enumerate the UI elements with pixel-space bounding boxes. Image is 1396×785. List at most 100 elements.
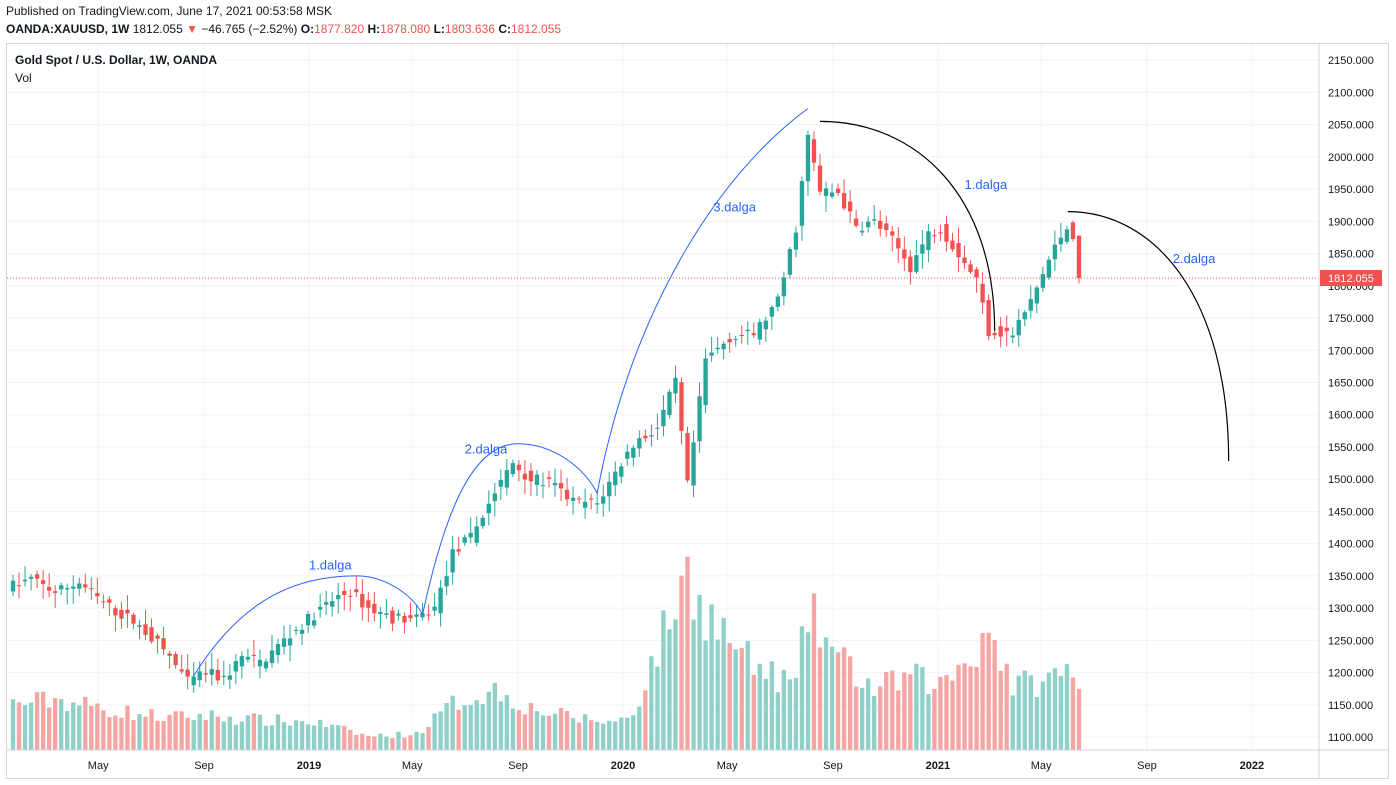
published-note: Published on TradingView.com, June 17, 2… bbox=[6, 4, 332, 18]
volume-bar bbox=[215, 716, 220, 750]
volume-bar bbox=[348, 729, 353, 750]
time-tick-label: Sep bbox=[1137, 760, 1157, 772]
candle-body bbox=[926, 231, 931, 251]
candle-body bbox=[655, 427, 660, 429]
volume-bar bbox=[65, 711, 70, 750]
price-tick-label: 1350.000 bbox=[1328, 571, 1374, 583]
candle-body bbox=[137, 625, 142, 627]
candle-body bbox=[46, 587, 52, 591]
candle-body bbox=[336, 595, 341, 600]
candle-body bbox=[534, 474, 540, 485]
candle-body bbox=[426, 614, 431, 616]
candle-body bbox=[763, 320, 768, 330]
candle-body bbox=[71, 586, 76, 589]
candle-body bbox=[1070, 222, 1076, 239]
candle-body bbox=[847, 201, 853, 212]
time-tick-label: 2020 bbox=[611, 760, 635, 772]
volume-bar bbox=[16, 702, 22, 750]
candle-body bbox=[829, 192, 835, 197]
price-tick-label: 1450.000 bbox=[1328, 506, 1374, 518]
candle-body bbox=[414, 614, 419, 617]
candle-body bbox=[378, 611, 383, 615]
volume-bar bbox=[71, 702, 76, 750]
candle-body bbox=[540, 485, 546, 487]
volume-bar bbox=[1076, 688, 1082, 750]
volume-bar bbox=[209, 710, 214, 750]
candle-body bbox=[89, 588, 94, 590]
volume-bar bbox=[558, 707, 564, 750]
volume-bar bbox=[661, 610, 666, 750]
volume-bar bbox=[552, 713, 558, 750]
candle-body bbox=[775, 296, 781, 307]
volume-bar bbox=[1010, 695, 1015, 750]
volume-bar bbox=[185, 717, 190, 750]
candle-body bbox=[257, 659, 263, 667]
symbol-label[interactable]: OANDA:XAUUSD, 1W bbox=[6, 22, 130, 36]
candle-body bbox=[287, 638, 293, 646]
legend-volume[interactable]: Vol bbox=[15, 71, 32, 85]
volume-bar bbox=[968, 666, 973, 750]
volume-bars bbox=[10, 556, 1082, 750]
price-tick-label: 1750.000 bbox=[1328, 313, 1374, 325]
volume-bar bbox=[595, 721, 600, 750]
volume-bar bbox=[534, 711, 540, 750]
volume-bar bbox=[751, 674, 756, 750]
candle-body bbox=[486, 503, 491, 514]
candle-body bbox=[510, 463, 516, 475]
volume-bar bbox=[715, 639, 720, 750]
candle-body bbox=[317, 606, 323, 610]
volume-bar bbox=[938, 676, 943, 750]
candle-body bbox=[384, 613, 389, 615]
volume-bar bbox=[902, 672, 907, 750]
candle-body bbox=[1010, 335, 1015, 338]
candle-body bbox=[402, 615, 407, 623]
candle-body bbox=[890, 231, 895, 236]
price-tick-label: 1600.000 bbox=[1328, 410, 1374, 422]
volume-bar bbox=[59, 699, 64, 750]
high-label: H: bbox=[367, 22, 381, 36]
volume-bar bbox=[944, 675, 949, 750]
candle-body bbox=[161, 638, 166, 650]
volume-bar bbox=[739, 647, 744, 750]
volume-bar bbox=[330, 724, 335, 750]
candle-body bbox=[631, 447, 636, 458]
candle-body bbox=[811, 139, 817, 163]
candle-body bbox=[787, 249, 793, 275]
projection-arc-1 bbox=[820, 120, 996, 331]
volume-bar bbox=[582, 714, 588, 750]
candle-body bbox=[799, 181, 805, 226]
candle-body bbox=[197, 671, 202, 681]
candle-body bbox=[311, 620, 317, 626]
volume-bar bbox=[131, 719, 136, 750]
volume-bar bbox=[835, 652, 841, 750]
time-tick-label: May bbox=[88, 760, 109, 772]
candle-body bbox=[444, 576, 449, 587]
legend-title[interactable]: Gold Spot / U.S. Dollar, 1W, OANDA bbox=[15, 53, 218, 67]
volume-bar bbox=[956, 664, 961, 750]
volume-bar bbox=[829, 646, 835, 750]
volume-bar bbox=[384, 736, 389, 750]
volume-bar bbox=[324, 727, 329, 750]
candle-body bbox=[781, 277, 787, 297]
candle-body bbox=[703, 358, 708, 406]
volume-bar bbox=[468, 704, 473, 750]
volume-bar bbox=[908, 674, 913, 750]
candle-body bbox=[125, 609, 130, 614]
volume-bar bbox=[83, 697, 88, 750]
time-tick-label: Sep bbox=[823, 760, 843, 772]
volume-bar bbox=[1046, 672, 1052, 750]
volume-bar bbox=[625, 717, 630, 750]
volume-bar bbox=[173, 711, 178, 750]
volume-bar bbox=[775, 692, 781, 750]
candle-body bbox=[221, 675, 226, 677]
candle-body bbox=[16, 585, 22, 587]
wave-label-1: 1.dalga bbox=[309, 557, 352, 572]
candle-body bbox=[59, 585, 64, 590]
volume-bar bbox=[920, 667, 925, 750]
volume-bar bbox=[1070, 677, 1076, 750]
candle-body bbox=[938, 232, 943, 234]
volume-bar bbox=[396, 731, 401, 750]
last-price-tag bbox=[1320, 270, 1382, 287]
volume-bar bbox=[28, 702, 34, 750]
